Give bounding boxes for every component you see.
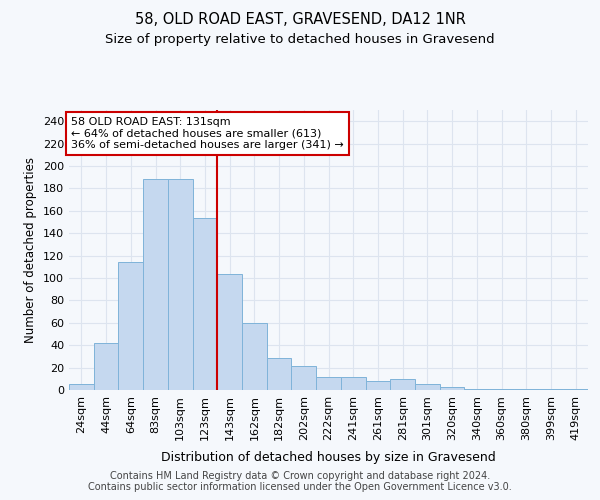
Bar [489,389,514,390]
Bar [217,274,242,390]
Bar [341,376,365,390]
Text: 58 OLD ROAD EAST: 131sqm
← 64% of detached houses are smaller (613)
36% of semi-: 58 OLD ROAD EAST: 131sqm ← 64% of detach… [71,116,344,150]
Bar [118,262,143,390]
Bar [168,180,193,390]
Bar [563,389,588,390]
Bar [539,389,563,390]
Bar [390,379,415,390]
Bar [440,386,464,390]
Bar [143,180,168,390]
Bar [514,389,539,390]
Bar [365,381,390,390]
Y-axis label: Number of detached properties: Number of detached properties [25,157,37,343]
Text: Size of property relative to detached houses in Gravesend: Size of property relative to detached ho… [105,32,495,46]
Text: 58, OLD ROAD EAST, GRAVESEND, DA12 1NR: 58, OLD ROAD EAST, GRAVESEND, DA12 1NR [134,12,466,28]
X-axis label: Distribution of detached houses by size in Gravesend: Distribution of detached houses by size … [161,451,496,464]
Bar [292,366,316,390]
Bar [94,343,118,390]
Bar [267,358,292,390]
Bar [415,384,440,390]
Bar [69,384,94,390]
Bar [316,376,341,390]
Bar [193,218,217,390]
Text: Contains HM Land Registry data © Crown copyright and database right 2024.
Contai: Contains HM Land Registry data © Crown c… [88,471,512,492]
Bar [464,389,489,390]
Bar [242,323,267,390]
